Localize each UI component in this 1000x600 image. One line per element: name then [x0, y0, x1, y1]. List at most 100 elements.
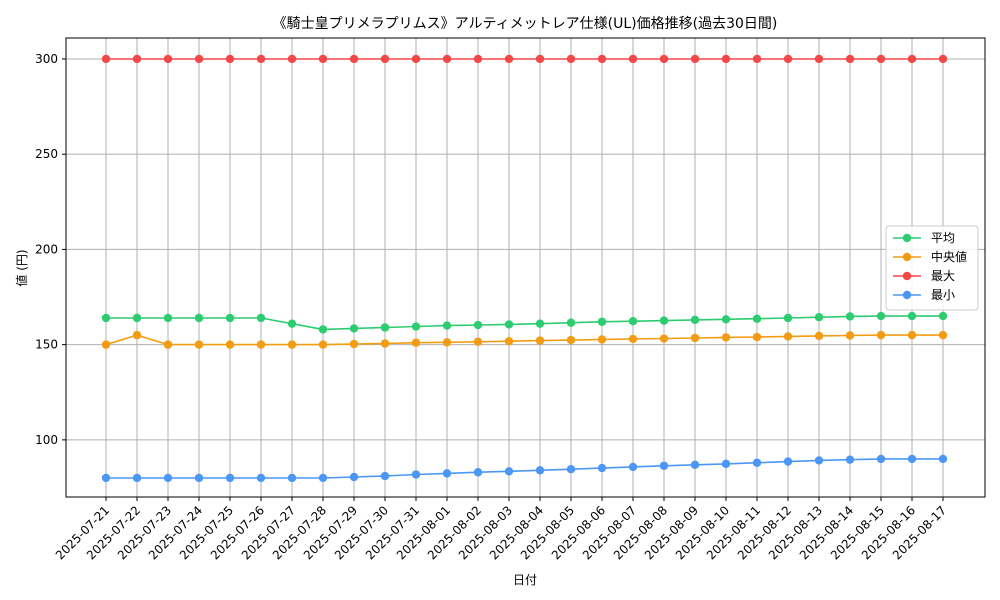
- data-point: [411, 470, 421, 479]
- data-point: [938, 454, 948, 464]
- data-point: [287, 340, 297, 349]
- data-point: [535, 54, 545, 64]
- series-最小: [101, 454, 948, 483]
- data-point: [194, 313, 204, 323]
- data-point: [349, 54, 359, 64]
- data-point: [101, 313, 111, 323]
- data-point: [194, 473, 204, 483]
- data-point: [752, 54, 762, 64]
- data-point: [814, 54, 824, 64]
- data-point: [597, 54, 607, 64]
- data-point: [690, 315, 700, 325]
- data-point: [442, 321, 452, 330]
- data-point: [597, 463, 607, 473]
- data-point: [938, 54, 948, 64]
- series-line: [106, 315, 943, 331]
- data-point: [256, 313, 266, 323]
- data-point: [225, 313, 235, 323]
- data-point: [411, 338, 421, 347]
- data-point: [504, 337, 514, 346]
- chart-title: 《騎士皇プリメラプリムス》アルティメットレア仕様(UL)価格推移(過去30日間): [273, 16, 778, 32]
- x-axis-ticks: 2025-07-212025-07-222025-07-232025-07-24…: [53, 497, 949, 562]
- data-point: [690, 54, 700, 64]
- data-point: [597, 335, 607, 344]
- data-point: [132, 313, 142, 323]
- data-point: [845, 331, 855, 340]
- data-point: [132, 473, 142, 483]
- data-point: [380, 323, 390, 332]
- data-point: [566, 318, 576, 327]
- series-平均: [101, 311, 948, 334]
- data-point: [473, 468, 483, 477]
- data-point: [163, 473, 173, 483]
- data-point: [628, 317, 638, 326]
- data-point: [442, 338, 452, 347]
- y-axis-label: 値 (円): [14, 249, 29, 286]
- legend-label: 中央値: [931, 249, 967, 264]
- data-point: [442, 54, 452, 64]
- data-point: [752, 458, 762, 467]
- data-point: [876, 311, 886, 321]
- data-point: [473, 320, 483, 330]
- data-point: [504, 54, 514, 64]
- data-point: [132, 54, 142, 64]
- data-point: [659, 334, 669, 343]
- data-point: [380, 339, 390, 348]
- data-point: [566, 54, 576, 64]
- data-point: [101, 340, 111, 349]
- data-point: [690, 460, 700, 470]
- data-point: [907, 311, 917, 321]
- data-point: [318, 325, 328, 334]
- data-point: [194, 340, 204, 349]
- data-point: [814, 331, 824, 341]
- data-point: [163, 340, 173, 349]
- legend-swatch-marker: [902, 233, 912, 243]
- data-point: [225, 54, 235, 64]
- data-point: [535, 336, 545, 345]
- data-point: [814, 313, 824, 322]
- series-中央値: [101, 330, 948, 349]
- legend-swatch-marker: [902, 271, 912, 281]
- data-point: [318, 340, 328, 349]
- series-line: [105, 334, 943, 346]
- data-point: [907, 454, 917, 464]
- data-point: [380, 54, 390, 64]
- data-point: [783, 332, 793, 341]
- data-point: [845, 312, 855, 321]
- data-point: [473, 54, 483, 64]
- data-point: [845, 54, 855, 64]
- data-point: [783, 313, 793, 323]
- data-point: [721, 54, 731, 64]
- y-tick-label: 200: [35, 242, 58, 256]
- data-point: [256, 473, 266, 483]
- legend-label: 最大: [931, 269, 955, 283]
- data-point: [163, 54, 173, 64]
- legend-swatch-marker: [902, 252, 912, 262]
- data-point: [194, 54, 204, 64]
- data-point: [814, 456, 824, 465]
- data-point: [597, 317, 607, 326]
- data-point: [938, 330, 948, 340]
- data-point: [752, 332, 762, 342]
- data-point: [349, 472, 359, 482]
- series-layer: [101, 54, 948, 483]
- legend-box: [885, 225, 979, 311]
- x-axis-label: 日付: [513, 573, 537, 587]
- y-tick-label: 150: [35, 338, 58, 352]
- data-point: [845, 455, 855, 464]
- data-point: [876, 330, 886, 340]
- data-point: [628, 54, 638, 64]
- data-point: [752, 314, 762, 323]
- data-point: [876, 54, 886, 64]
- data-point: [535, 466, 545, 475]
- data-point: [721, 459, 731, 469]
- data-point: [504, 320, 514, 329]
- series-最大: [101, 54, 948, 64]
- data-point: [659, 461, 669, 470]
- data-point: [349, 339, 359, 349]
- data-point: [132, 330, 142, 340]
- data-point: [566, 335, 576, 345]
- data-point: [411, 54, 421, 64]
